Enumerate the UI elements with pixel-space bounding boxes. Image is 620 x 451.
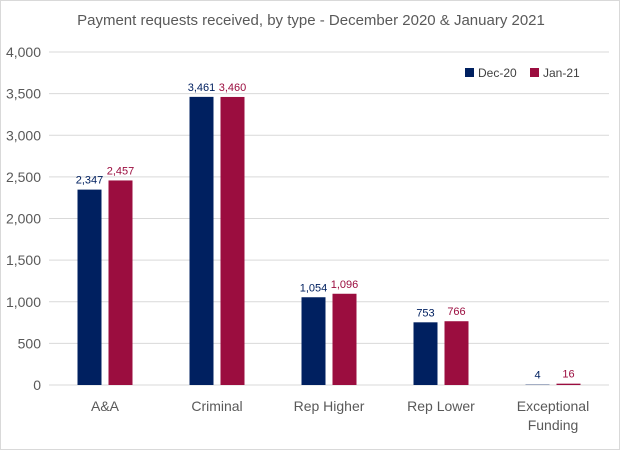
data-label: 3,461 <box>188 82 216 94</box>
bars <box>78 97 581 385</box>
y-tick-label: 0 <box>33 377 41 393</box>
legend: Dec-20 Jan-21 <box>465 66 580 80</box>
bar <box>302 297 326 385</box>
data-label: 753 <box>416 307 434 319</box>
y-tick-label: 500 <box>18 335 42 351</box>
data-label: 4 <box>534 370 540 382</box>
bar <box>557 384 581 385</box>
data-label: 2,347 <box>76 175 104 187</box>
x-category-label: A&A <box>91 398 120 414</box>
bar <box>109 180 133 385</box>
legend-swatch <box>465 68 474 77</box>
data-label: 16 <box>562 369 574 381</box>
y-tick-label: 2,500 <box>6 169 41 185</box>
x-axis-categories: A&A Criminal Rep Higher Rep Lower Exceptiona… <box>91 398 589 433</box>
bar <box>414 322 438 385</box>
bar <box>190 97 214 385</box>
data-label: 1,054 <box>300 282 328 294</box>
y-tick-label: 3,500 <box>6 86 41 102</box>
x-category-label: Funding <box>528 417 579 433</box>
gridlines <box>49 52 609 385</box>
bar <box>78 190 102 385</box>
y-tick-label: 3,000 <box>6 127 41 143</box>
data-label: 2,457 <box>107 165 135 177</box>
bar <box>221 97 245 385</box>
legend-swatch <box>530 68 539 77</box>
x-category-label: Rep Higher <box>294 398 365 414</box>
x-category-label: Criminal <box>191 398 242 414</box>
y-axis-ticks: 0 500 1,000 1,500 2,000 2,500 3,000 3,500 4,000 <box>6 44 41 393</box>
data-label: 1,096 <box>331 279 359 291</box>
data-label: 766 <box>447 306 465 318</box>
bar <box>445 321 469 385</box>
data-label: 3,460 <box>219 82 247 94</box>
y-tick-label: 2,000 <box>6 211 41 227</box>
legend-label: Jan-21 <box>543 66 580 80</box>
legend-label: Dec-20 <box>478 66 517 80</box>
y-tick-label: 1,500 <box>6 252 41 268</box>
x-category-label: Rep Lower <box>407 398 475 414</box>
chart-title: Payment requests received, by type - Dec… <box>77 12 545 29</box>
y-tick-label: 4,000 <box>6 44 41 60</box>
x-category-label: Exceptional <box>517 398 589 414</box>
bar <box>333 294 357 385</box>
y-tick-label: 1,000 <box>6 294 41 310</box>
